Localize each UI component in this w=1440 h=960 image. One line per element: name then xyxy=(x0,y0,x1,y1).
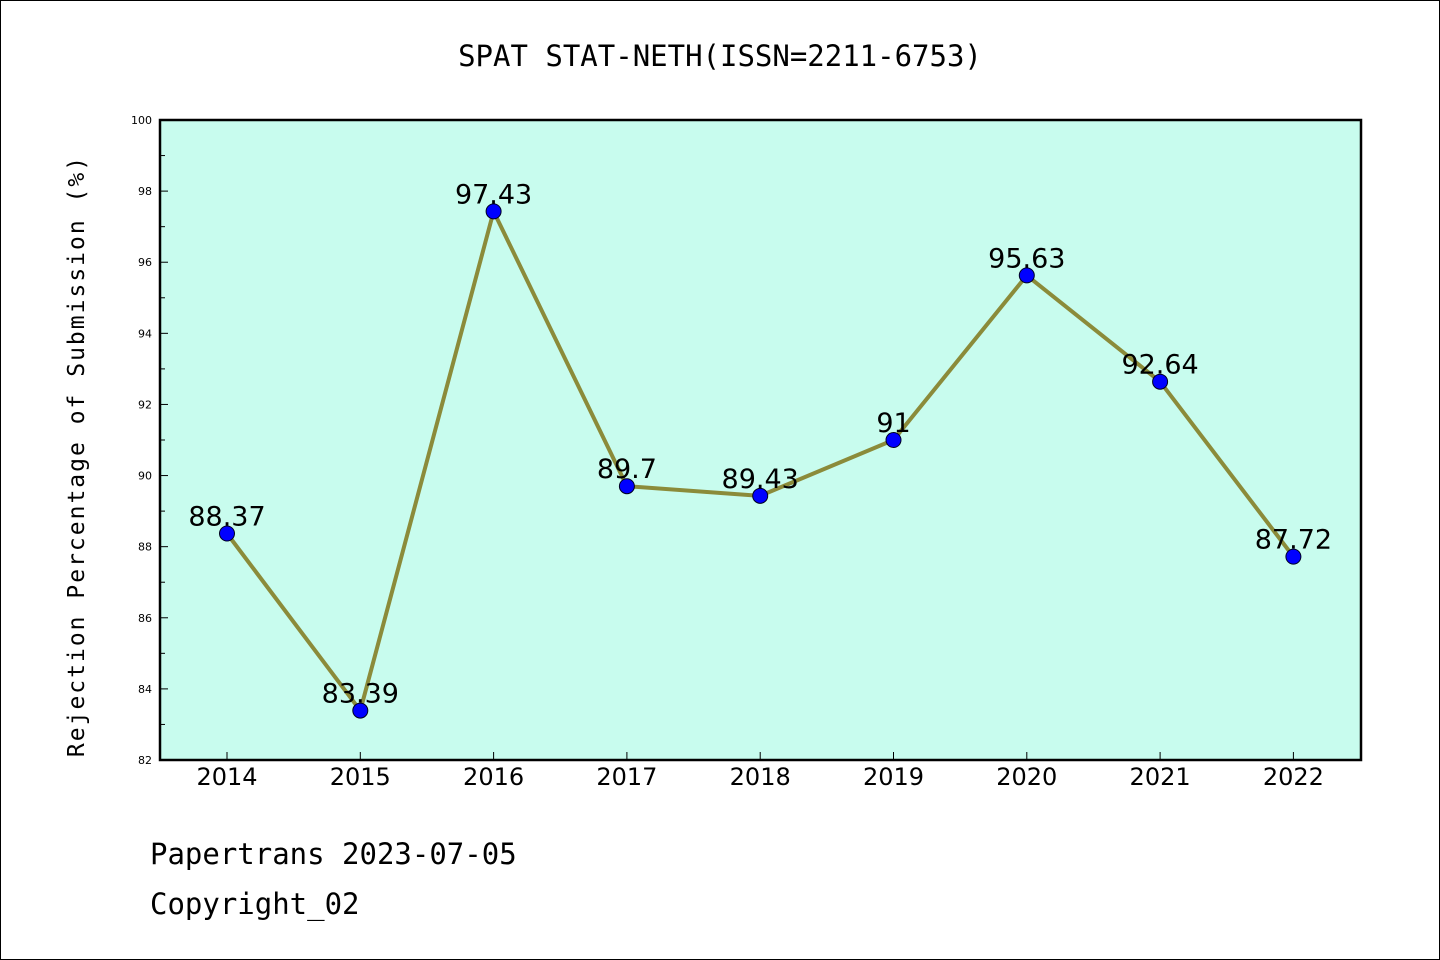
data-label: 89.43 xyxy=(722,464,799,495)
data-point xyxy=(885,432,902,448)
data-labels: 88.37 83.39 97.43 89.7 89.43 91 95.63 92.64 87.7… xyxy=(188,179,1332,709)
data-point xyxy=(1285,548,1302,565)
y-tick-label: 100 xyxy=(131,114,152,127)
y-tick-label: 90 xyxy=(138,470,152,483)
data-point xyxy=(485,203,502,220)
y-tick-label: 84 xyxy=(138,683,152,696)
y-tick-label: 92 xyxy=(138,398,152,411)
y-axis-label: Rejection Percentage of Submission (%) xyxy=(64,155,90,757)
data-label: 97.43 xyxy=(455,179,532,210)
y-tick-label: 86 xyxy=(138,612,152,625)
x-tick-label: 2015 xyxy=(330,763,391,791)
plot-border xyxy=(158,118,1363,762)
data-label: 95.63 xyxy=(988,243,1065,274)
data-point xyxy=(1152,373,1169,390)
x-tick-label: 2021 xyxy=(1130,763,1191,791)
x-tick-label: 2022 xyxy=(1263,763,1324,791)
x-tick-label: 2018 xyxy=(730,763,791,791)
data-point xyxy=(618,478,635,495)
x-axis: 2014 2015 2016 2017 2018 2019 2020 2021 2022 xyxy=(196,752,1324,791)
series-markers xyxy=(219,203,1302,719)
y-tick-label: 96 xyxy=(138,256,152,269)
data-label: 83.39 xyxy=(322,679,399,710)
y-tick-label: 88 xyxy=(138,541,152,554)
data-point xyxy=(219,525,235,542)
data-point xyxy=(1018,267,1035,284)
y-axis: 82 84 86 88 90 92 94 96 98 100 xyxy=(131,114,168,767)
y-tick-label: 94 xyxy=(138,327,152,340)
y-tick-label: 98 xyxy=(138,185,152,198)
footer-line-2: Copyright_02 xyxy=(150,887,360,922)
x-tick-label: 2014 xyxy=(196,763,257,791)
data-label: 87.72 xyxy=(1255,525,1332,556)
x-tick-label: 2020 xyxy=(996,763,1057,791)
data-label: 92.64 xyxy=(1121,350,1198,381)
x-tick-label: 2019 xyxy=(863,763,924,791)
y-tick-label: 82 xyxy=(138,754,152,767)
data-label: 89.7 xyxy=(597,454,657,485)
footer-line-1: Papertrans 2023-07-05 xyxy=(150,837,517,871)
x-tick-label: 2016 xyxy=(463,763,524,791)
x-tick-label: 2017 xyxy=(596,763,657,791)
chart-title: SPAT STAT-NETH(ISSN=2211-6753) xyxy=(458,39,982,73)
data-point xyxy=(752,487,769,504)
plot-area xyxy=(160,120,1361,760)
data-label: 91 xyxy=(876,408,910,439)
data-point xyxy=(352,702,369,719)
data-label: 88.37 xyxy=(188,502,265,533)
